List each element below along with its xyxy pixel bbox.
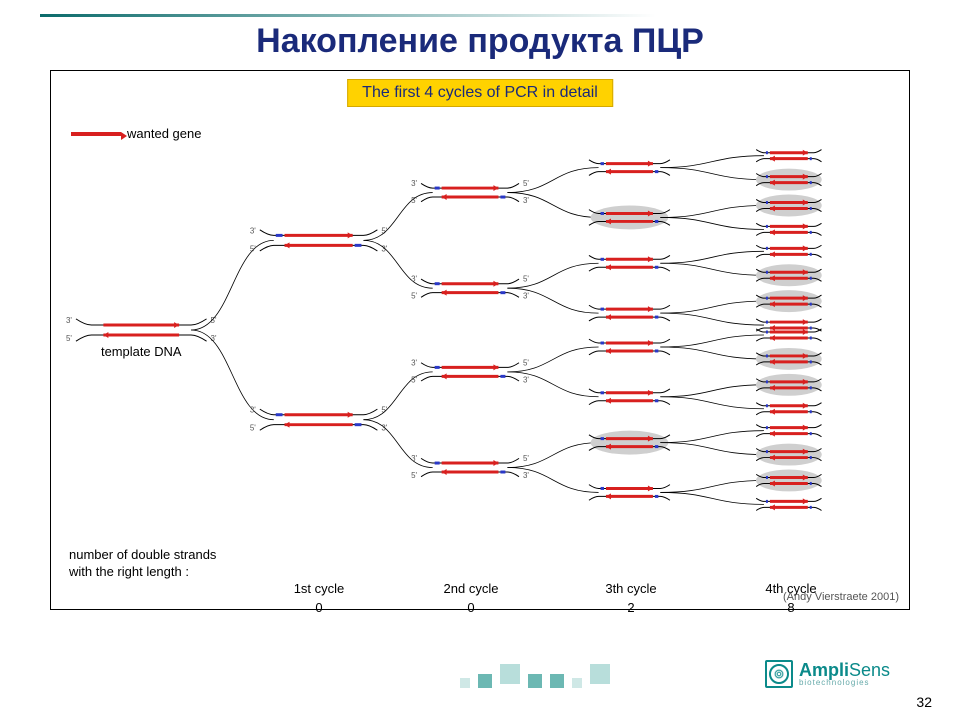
bottom-note-line1: number of double strands	[69, 547, 216, 562]
logo-suffix: Sens	[849, 660, 890, 680]
logo-icon	[765, 660, 793, 688]
cycle-count: 2	[581, 600, 681, 615]
cycle-label: 1st cycle	[269, 581, 369, 596]
svg-text:3': 3'	[250, 226, 256, 235]
svg-text:5': 5'	[523, 179, 529, 188]
pcr-diagram: The first 4 cycles of PCR in detail want…	[50, 70, 910, 610]
top-gradient-bar	[40, 14, 920, 17]
cycle-column: 2nd cycle 0	[421, 581, 521, 615]
svg-text:5': 5'	[523, 358, 529, 367]
cycle-label: 3th cycle	[581, 581, 681, 596]
cycle-count: 0	[269, 600, 369, 615]
cycle-column: 1st cycle 0	[269, 581, 369, 615]
svg-text:template DNA: template DNA	[101, 344, 182, 359]
svg-text:3': 3'	[523, 292, 529, 301]
tree-svg: 3' 5' 5' 3' template DNA 3' 5' 5' 3' 3' 5' 5' 3' 3' 5'…	[51, 71, 909, 609]
bottom-note-line2: with the right length :	[69, 564, 189, 579]
svg-text:3': 3'	[250, 406, 256, 415]
svg-text:3': 3'	[523, 471, 529, 480]
svg-text:5': 5'	[523, 275, 529, 284]
deco-sq	[478, 674, 492, 688]
svg-text:5': 5'	[411, 471, 417, 480]
svg-text:5': 5'	[250, 244, 256, 253]
deco-sq	[572, 678, 582, 688]
svg-text:3': 3'	[411, 275, 417, 284]
bottom-note: number of double strands with the right …	[69, 547, 216, 581]
cycle-label: 2nd cycle	[421, 581, 521, 596]
deco-sq	[500, 664, 520, 684]
svg-text:5': 5'	[523, 454, 529, 463]
amplisens-logo: AmpliSens biotechnologies	[765, 660, 890, 688]
svg-text:5': 5'	[411, 375, 417, 384]
cycle-count: 0	[421, 600, 521, 615]
svg-text:5': 5'	[66, 334, 72, 343]
credit: (Andy Vierstraete 2001)	[783, 591, 899, 603]
decoration-squares	[460, 664, 610, 688]
logo-prefix: Ampli	[799, 660, 849, 680]
page-number: 32	[916, 694, 932, 710]
deco-sq	[550, 674, 564, 688]
svg-text:3': 3'	[411, 179, 417, 188]
slide-title: Накопление продукта ПЦР	[0, 22, 960, 61]
logo-text: AmpliSens biotechnologies	[799, 661, 890, 687]
svg-text:3': 3'	[411, 358, 417, 367]
svg-text:5': 5'	[411, 196, 417, 205]
cycle-column: 3th cycle 2	[581, 581, 681, 615]
svg-text:5': 5'	[250, 424, 256, 433]
svg-text:5': 5'	[411, 292, 417, 301]
deco-sq	[460, 678, 470, 688]
svg-text:3': 3'	[523, 375, 529, 384]
svg-text:3': 3'	[66, 316, 72, 325]
deco-sq	[590, 664, 610, 684]
svg-text:3': 3'	[523, 196, 529, 205]
logo-tagline: biotechnologies	[799, 679, 890, 687]
deco-sq	[528, 674, 542, 688]
svg-text:3': 3'	[411, 454, 417, 463]
